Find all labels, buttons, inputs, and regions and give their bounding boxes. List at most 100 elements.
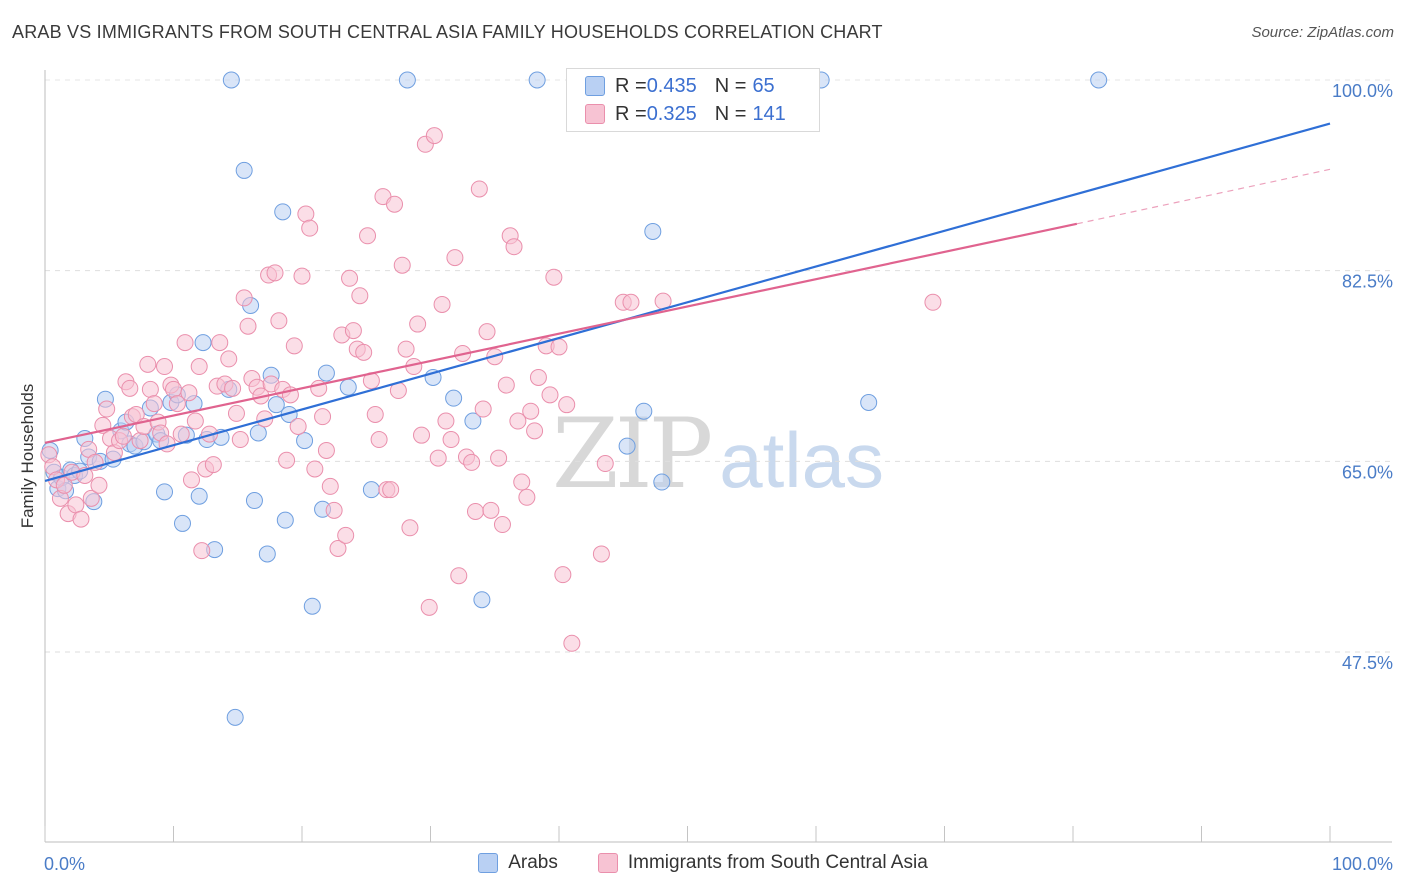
series-legend-label: Arabs (508, 852, 558, 873)
legend-n-value: 65 (752, 74, 775, 97)
immigrant-point (386, 195, 404, 213)
immigrant-point (204, 456, 222, 474)
legend-row-arabs: R = 0.435 N = 65 (585, 73, 775, 99)
immigrant-point (420, 598, 438, 616)
immigrant-point (497, 376, 515, 394)
series-legend-label: Immigrants from South Central Asia (627, 852, 928, 873)
immigrant-point (235, 289, 253, 307)
immigrant-point (370, 431, 388, 449)
immigrant-point (529, 368, 547, 386)
immigrant-point (72, 510, 90, 528)
y-tick-label: 82.5% (1342, 272, 1393, 292)
immigrant-point (186, 412, 204, 430)
arab-point (339, 378, 357, 396)
series-legend-arabs: Arabs (478, 852, 558, 874)
series-legend-immigrants: Immigrants from South Central Asia (597, 852, 928, 874)
legend-row-immigrants: R = 0.325 N = 141 (585, 101, 786, 127)
immigrant-point (554, 566, 572, 584)
arab-point (274, 203, 292, 221)
immigrant-point (437, 412, 455, 430)
immigrant-point (344, 322, 362, 340)
immigrant-point (289, 417, 307, 435)
immigrant-point (466, 502, 484, 520)
immigrant-point (478, 323, 496, 341)
arab-trend-line (44, 122, 1331, 483)
immigrant-point (463, 453, 481, 471)
immigrant-point (297, 205, 315, 223)
arab-point (190, 487, 208, 505)
arab-point (528, 71, 546, 89)
immigrant-point (522, 402, 540, 420)
legend-r-label: R = (615, 102, 647, 125)
immigrant-point (592, 545, 610, 563)
legend-r-value: 0.325 (646, 102, 697, 125)
immigrant-point (172, 425, 190, 443)
series-legend: Arabs Immigrants from South Central Asia (0, 852, 1406, 874)
immigrant-point (450, 567, 468, 585)
immigrant-point (131, 432, 149, 450)
watermark-zip: ZIP (552, 398, 713, 510)
immigrant-trend-extension (1076, 168, 1331, 225)
immigrant-point (359, 227, 377, 245)
arab-point (1090, 71, 1108, 89)
immigrant-point (401, 519, 419, 537)
immigrant-point (490, 449, 508, 467)
arab-point (156, 483, 174, 501)
immigrant-point (563, 634, 581, 652)
immigrant-point (413, 426, 431, 444)
immigrant-point (270, 312, 288, 330)
immigrant-point (541, 386, 559, 404)
immigrant-point (220, 350, 238, 368)
arab-point (653, 473, 671, 491)
immigrant-point (558, 396, 576, 414)
immigrant-point (239, 317, 257, 335)
y-tick-label: 47.5% (1342, 653, 1393, 673)
immigrant-point (227, 404, 245, 422)
arab-point (173, 514, 191, 532)
immigrant-point (301, 219, 319, 237)
y-tick-label: 65.0% (1342, 462, 1393, 482)
immigrant-trend-line (44, 222, 1078, 444)
immigrant-point (446, 249, 464, 267)
immigrant-point (366, 405, 384, 423)
arab-point (245, 492, 263, 510)
legend-n-label: N = (714, 74, 747, 97)
immigrant-point (337, 526, 355, 544)
immigrant-point (526, 422, 544, 440)
legend-swatch-immigrants (585, 104, 605, 124)
immigrant-point (168, 395, 186, 413)
immigrant-point (231, 431, 249, 449)
arab-point (473, 591, 491, 609)
arab-point (644, 222, 662, 240)
legend-swatch-arabs (585, 76, 605, 96)
watermark-atlas: atlas (719, 416, 884, 504)
immigrant-point (266, 264, 284, 282)
arab-point (194, 334, 212, 352)
immigrant-point (474, 400, 492, 418)
immigrant-point (550, 338, 568, 356)
immigrant-point (518, 488, 536, 506)
immigrant-point (596, 455, 614, 473)
immigrant-point (429, 449, 447, 467)
immigrant-point (121, 379, 139, 397)
immigrant-point (425, 127, 443, 145)
chart-title: ARAB VS IMMIGRANTS FROM SOUTH CENTRAL AS… (12, 22, 883, 42)
immigrant-point (224, 379, 242, 397)
arab-point (618, 437, 636, 455)
immigrant-point (622, 293, 640, 311)
arab-point (464, 412, 482, 430)
immigrant-point (509, 412, 527, 430)
arab-point (317, 364, 335, 382)
immigrant-point (141, 380, 159, 398)
immigrant-point (145, 395, 163, 413)
immigrant-point (393, 256, 411, 274)
arab-point (860, 393, 878, 411)
immigrant-point (98, 400, 116, 418)
immigrant-point (317, 441, 335, 459)
immigrant-point (293, 267, 311, 285)
immigrant-point (176, 334, 194, 352)
immigrant-point (193, 542, 211, 560)
immigrant-point (397, 340, 415, 358)
source-label: Source: ZipAtlas.com (1251, 24, 1394, 41)
